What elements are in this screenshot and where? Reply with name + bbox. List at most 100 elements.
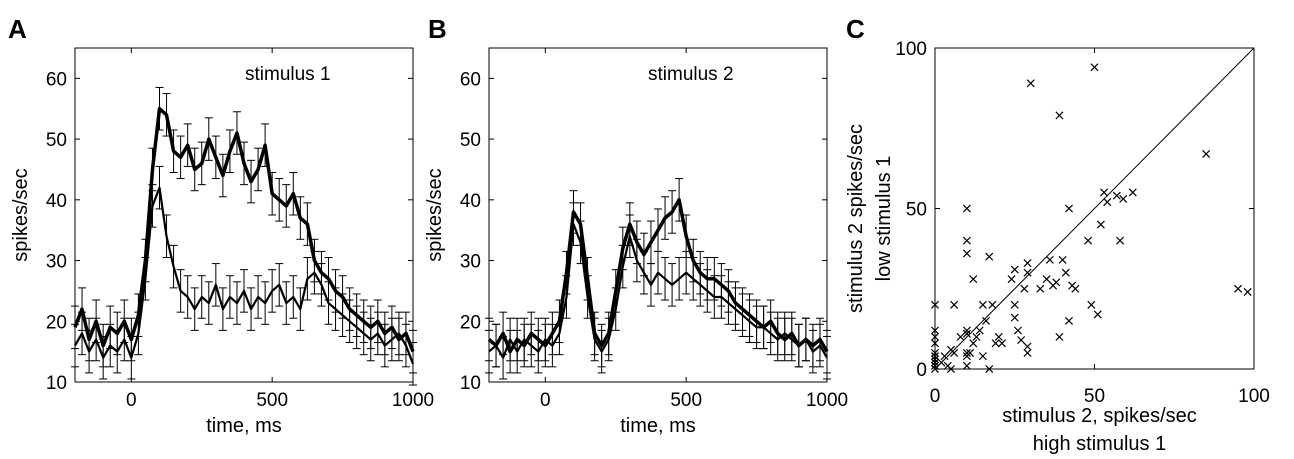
- scatter-point: [930, 361, 940, 370]
- scatter-point: [975, 326, 984, 335]
- series-line-2: [74, 186, 415, 365]
- scatter-point: [969, 339, 978, 348]
- y-tick-label: 0: [916, 360, 927, 381]
- scatter-point: [930, 326, 940, 335]
- x-tick-label: 1000: [806, 390, 848, 411]
- scatter-point: [930, 339, 940, 348]
- scatter-point: [972, 332, 981, 341]
- scatter-point: [1023, 342, 1032, 351]
- scatter-point: [1128, 188, 1137, 197]
- x-tick-label: 500: [256, 390, 288, 411]
- scatter-point: [962, 329, 971, 338]
- y-axis-label-a: spikes/sec: [10, 168, 32, 261]
- y-tick-label: 20: [460, 312, 481, 333]
- series-line-1: [73, 106, 415, 353]
- plot-frame-a: [74, 47, 414, 383]
- scatter-point: [982, 316, 991, 325]
- scatter-point: [950, 348, 959, 357]
- y-axis-sublabel-c: low stimulus 1: [873, 156, 895, 282]
- y-axis-label-c: stimulus 2 spikes/sec: [845, 124, 867, 313]
- scatter-point: [930, 332, 940, 341]
- scatter-point: [1084, 236, 1093, 245]
- x-tick-label: 0: [126, 390, 137, 411]
- scatter-point: [1115, 236, 1125, 245]
- scatter-point: [930, 352, 940, 361]
- scatter-point: [991, 339, 1000, 348]
- scatter-point: [1103, 198, 1112, 207]
- scatter-point: [1058, 255, 1067, 264]
- scatter-point: [930, 364, 940, 374]
- x-tick-label: 500: [670, 390, 702, 411]
- y-tick-label: 30: [460, 252, 481, 273]
- scatter-point: [962, 348, 971, 357]
- annotation-stimulus-1: stimulus 1: [245, 64, 331, 85]
- scatter-point: [1010, 313, 1019, 322]
- y-tick-label: 50: [460, 130, 481, 151]
- scatter-point: [1234, 284, 1243, 293]
- plot-frame-b: [488, 47, 828, 383]
- series-line-2: [488, 223, 828, 359]
- scatter-point: [930, 358, 940, 367]
- series-line-1: [487, 198, 829, 354]
- x-axis-label-b: time, ms: [620, 415, 696, 437]
- scatter-point: [1096, 220, 1105, 229]
- y-tick-label: 10: [460, 373, 481, 394]
- scatter-point: [985, 364, 994, 374]
- scatter-point: [994, 332, 1003, 341]
- scatter-point: [1055, 111, 1064, 120]
- x-tick-label: 1000: [392, 390, 434, 411]
- scatter-point: [1064, 204, 1074, 213]
- y-tick-label: 20: [46, 312, 67, 333]
- x-axis-sublabel-c: high stimulus 1: [1033, 433, 1166, 455]
- scatter-point: [1052, 278, 1061, 287]
- panel-a: A stimulus 1 time, ms spikes/sec 0 500 100…: [8, 14, 434, 437]
- ticks-b: 0 500 1000 10 20 30 40 50 60: [460, 48, 848, 411]
- panel-label-a: A: [8, 14, 27, 44]
- scatter-point: [1061, 268, 1070, 277]
- x-axis-label-c: stimulus 2, spikes/sec: [1002, 405, 1197, 427]
- ticks-c: 0 50 100 0 50 100: [895, 39, 1270, 407]
- scatter-point: [978, 352, 987, 361]
- y-tick-label: 100: [895, 39, 927, 60]
- scatter-point: [930, 300, 940, 309]
- x-tick-label: 0: [930, 386, 941, 407]
- scatter-point: [1007, 275, 1016, 284]
- x-tick-label: 50: [1084, 386, 1105, 407]
- scatter-point: [1023, 348, 1032, 357]
- ticks-a: 0 500 1000 10 20 30 40 50 60: [46, 48, 434, 411]
- x-axis-label-a: time, ms: [206, 415, 282, 437]
- scatter-point: [962, 361, 971, 370]
- panel-label-b: B: [428, 14, 447, 44]
- scatter-point: [1243, 287, 1252, 296]
- y-axis-label-b: spikes/sec: [424, 168, 446, 261]
- x-tick-label: 0: [540, 390, 551, 411]
- scatter-point: [946, 364, 955, 374]
- y-tick-label: 30: [46, 252, 67, 273]
- scatter-point: [1119, 194, 1128, 203]
- panel-label-c: C: [846, 14, 865, 44]
- identity-diagonal: [934, 47, 1255, 370]
- scatter-point: [1055, 332, 1064, 341]
- scatter-point: [962, 236, 971, 245]
- annotation-stimulus-2: stimulus 2: [648, 64, 734, 85]
- scatter-point: [940, 352, 949, 361]
- scatter-point: [1064, 316, 1074, 325]
- scatter-point: [1026, 79, 1035, 88]
- scatter-point: [1010, 265, 1019, 274]
- series-lines-b: [487, 198, 829, 359]
- scatter-point: [930, 355, 940, 364]
- error-bars-a: [71, 86, 417, 386]
- scatter-point: [978, 300, 987, 309]
- scatter-point: [1045, 255, 1054, 264]
- scatter-point: [969, 275, 978, 284]
- scatter-point: [1042, 275, 1051, 284]
- scatter-point: [1071, 284, 1080, 293]
- scatter-point: [962, 249, 971, 258]
- scatter-point: [1013, 326, 1022, 335]
- scatter-point: [1036, 284, 1045, 293]
- scatter-point: [1112, 191, 1121, 200]
- y-tick-label: 40: [46, 191, 67, 212]
- scatter-point: [956, 332, 965, 341]
- error-bars-b: [485, 178, 831, 380]
- scatter-point: [1093, 310, 1102, 319]
